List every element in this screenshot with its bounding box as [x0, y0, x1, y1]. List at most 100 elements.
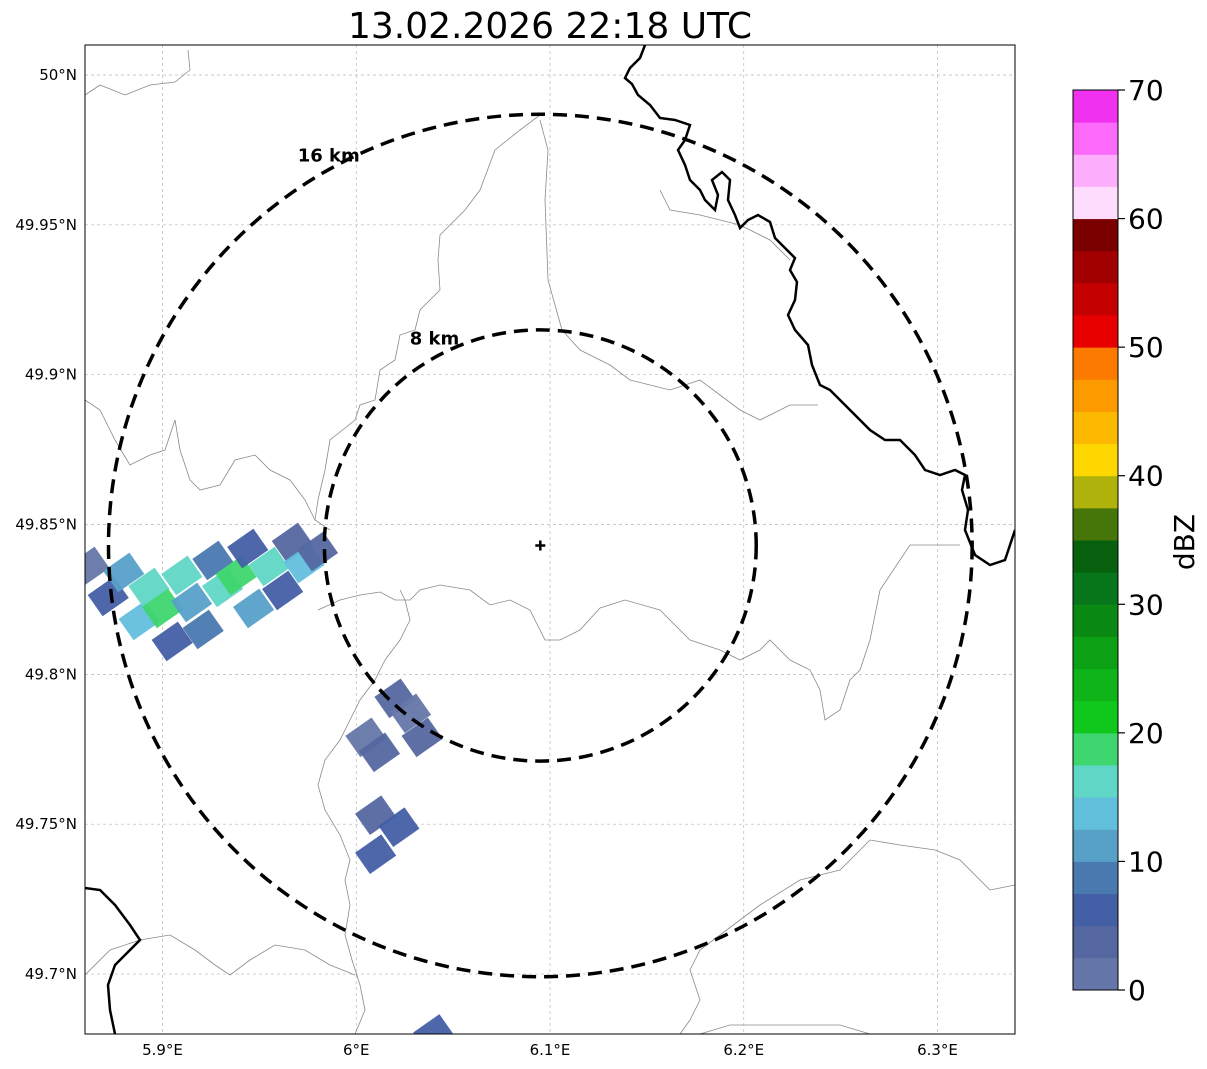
colorbar-segment-7	[1073, 732, 1118, 766]
colorbar: 0 10 20 30 40 50 60 70 dBZ	[1072, 74, 1201, 1007]
colorbar-tick-label-0: 0	[1128, 974, 1146, 1007]
colorbar-segment-20	[1073, 315, 1118, 348]
region-border-ridge	[539, 119, 818, 421]
region-border-far-south	[85, 934, 356, 976]
echo-bin-7	[161, 555, 203, 596]
map-frame	[84, 44, 1016, 1035]
colorbar-segment-11	[1073, 604, 1118, 637]
colorbar-segment-10	[1073, 636, 1118, 670]
echo-bin-14	[232, 588, 275, 629]
range-ring-label-0: 8 km	[410, 329, 460, 350]
colorbar-segment-3	[1073, 861, 1118, 895]
map-title: 13.02.2026 22:18 UTC	[348, 6, 752, 47]
echo-bin-9	[182, 609, 224, 650]
colorbar-segment-9	[1073, 668, 1118, 702]
colorbar-tick-label-7: 70	[1128, 74, 1164, 107]
echo-bin-13	[227, 528, 269, 569]
lat-tick-label-1: 49.95°N	[15, 216, 77, 234]
region-border-west	[85, 399, 331, 531]
region-border-south	[317, 544, 960, 721]
echo-bin-25	[355, 795, 397, 836]
echo-bin-6	[151, 621, 193, 662]
colorbar-segment-4	[1073, 829, 1118, 862]
colorbar-segment-0	[1073, 957, 1118, 991]
lat-tick-label-0: 50°N	[39, 66, 77, 84]
echo-bin-8	[170, 582, 213, 623]
lon-tick-label-2: 6.1°E	[530, 1041, 571, 1059]
colorbar-segment-26	[1073, 122, 1118, 155]
radar-echoes	[85, 522, 455, 1034]
echo-bin-21	[358, 732, 401, 773]
colorbar-label: dBZ	[1168, 514, 1201, 570]
echo-bin-15	[248, 546, 290, 587]
country-borders	[85, 45, 1015, 1034]
colorbar-segment-6	[1073, 765, 1118, 798]
range-ring-0	[322, 328, 758, 763]
longitude-labels: 5.9°E 6°E 6.1°E 6.2°E 6.3°E	[142, 1041, 958, 1059]
echo-bin-26	[378, 807, 420, 848]
echo-bin-19	[296, 531, 339, 572]
echo-bin-12	[215, 555, 257, 596]
region-border-north	[85, 49, 191, 96]
echo-bin-24	[401, 717, 443, 758]
colorbar-tick-label-2: 20	[1128, 717, 1164, 750]
echo-bin-4	[128, 567, 170, 608]
echo-bin-2	[103, 552, 145, 593]
graticule	[85, 45, 1015, 1034]
colorbar-segment-24	[1073, 186, 1118, 220]
colorbar-segment-25	[1073, 154, 1118, 187]
colorbar-frame	[1072, 89, 1119, 991]
colorbar-segment-19	[1073, 347, 1118, 380]
colorbar-segment-27	[1073, 90, 1118, 123]
region-border-southeast	[679, 839, 1015, 1034]
echo-bin-22	[374, 678, 416, 719]
colorbar-segment-18	[1073, 379, 1118, 412]
colorbar-segment-23	[1073, 218, 1118, 252]
colorbar-segment-2	[1073, 893, 1118, 927]
country-border-southwest	[85, 886, 142, 1034]
colorbar-segment-16	[1073, 443, 1118, 477]
region-border-southwest	[317, 589, 411, 1034]
colorbar-tick-label-4: 40	[1128, 460, 1164, 493]
colorbar-segment-14	[1073, 507, 1118, 541]
region-border-bottom	[699, 1024, 871, 1034]
echo-bin-5	[141, 588, 184, 629]
colorbar-tick-label-6: 60	[1128, 203, 1164, 236]
colorbar-tick-label-1: 10	[1128, 845, 1164, 878]
lon-tick-label-4: 6.3°E	[917, 1041, 958, 1059]
region-borders	[85, 49, 1015, 1034]
lat-tick-label-3: 49.85°N	[15, 516, 77, 534]
colorbar-segment-5	[1073, 797, 1118, 830]
colorbar-segment-17	[1073, 411, 1118, 445]
colorbar-segment-22	[1073, 250, 1118, 284]
colorbar-tick-label-3: 30	[1128, 588, 1164, 621]
country-border-east	[623, 45, 1015, 567]
lon-tick-label-1: 6°E	[343, 1041, 370, 1059]
echo-bin-0	[85, 546, 110, 587]
latitude-labels: 50°N 49.95°N 49.9°N 49.85°N 49.8°N 49.75°N 49.…	[15, 66, 77, 983]
echo-bin-16	[262, 570, 304, 611]
lon-tick-label-3: 6.2°E	[723, 1041, 764, 1059]
range-ring-label-1: 16 km	[298, 146, 360, 167]
radar-site-marker	[535, 540, 546, 551]
range-ring-1	[106, 112, 974, 979]
lat-tick-label-5: 49.75°N	[15, 815, 77, 833]
region-border-central	[314, 114, 541, 521]
colorbar-tick-label-5: 50	[1128, 331, 1164, 364]
region-border-east	[659, 189, 791, 261]
colorbar-segment-12	[1073, 572, 1118, 605]
colorbar-segment-21	[1073, 282, 1118, 316]
echo-bin-27	[355, 834, 397, 875]
echo-bin-28	[413, 1014, 455, 1034]
lon-tick-label-0: 5.9°E	[142, 1041, 183, 1059]
range-rings: 8 km 16 km	[106, 112, 974, 979]
colorbar-segment-8	[1073, 700, 1118, 734]
colorbar-segment-13	[1073, 540, 1118, 573]
echo-bin-20	[345, 717, 387, 758]
colorbar-segment-1	[1073, 925, 1118, 959]
echo-bin-10	[192, 540, 234, 581]
echo-bin-23	[389, 693, 432, 734]
lat-tick-label-2: 49.9°N	[25, 366, 77, 384]
echo-bin-17	[271, 522, 313, 563]
